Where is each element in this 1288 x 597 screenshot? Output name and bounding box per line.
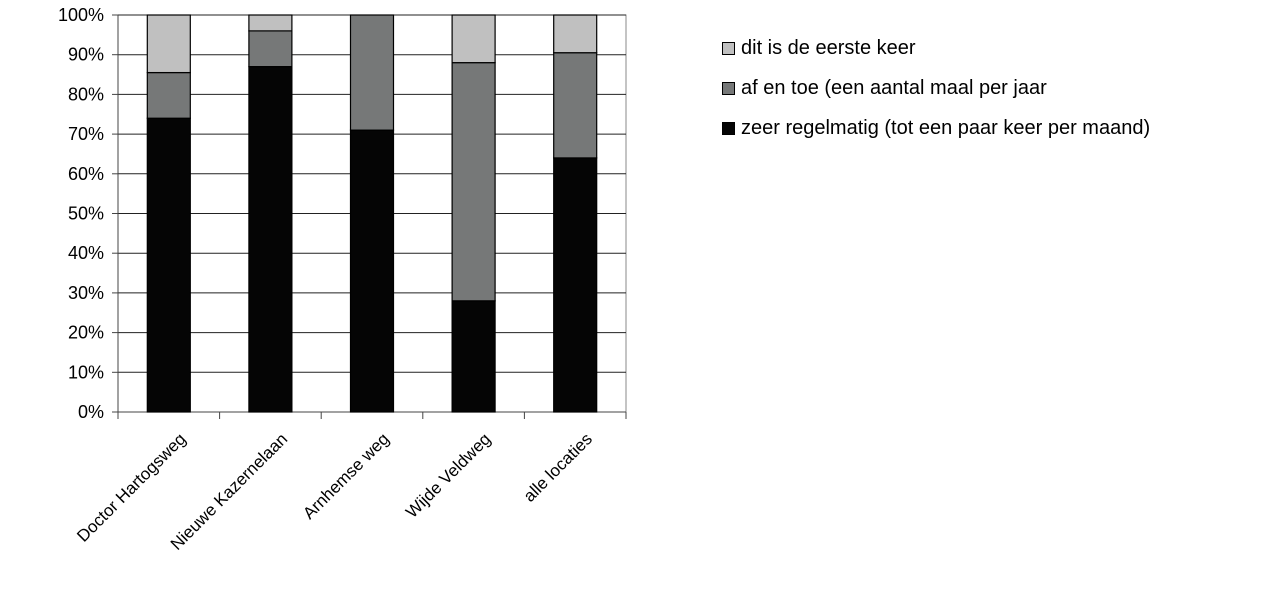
legend: dit is de eerste keer af en toe (een aan… <box>722 28 1150 148</box>
bar-segment <box>146 14 191 74</box>
bar-segment <box>553 14 598 54</box>
legend-label: zeer regelmatig (tot een paar keer per m… <box>741 116 1151 139</box>
y-tick-label: 90% <box>68 45 104 65</box>
bar-segment <box>146 71 191 119</box>
y-tick-label: 70% <box>68 124 104 144</box>
legend-label: dit is de eerste keer <box>741 36 916 59</box>
y-tick-label: 80% <box>68 84 104 104</box>
legend-swatch <box>722 121 735 135</box>
legend-swatch <box>722 41 735 55</box>
x-category-label: Nieuwe Kazernelaan <box>167 429 291 553</box>
y-tick-label: 60% <box>68 164 104 184</box>
y-tick-label: 0% <box>78 402 104 422</box>
bar-segment <box>248 66 293 413</box>
x-category-label: Doctor Hartogsweg <box>73 429 189 545</box>
y-tick-label: 50% <box>68 204 104 224</box>
bar-segment <box>146 117 191 413</box>
bar-segment <box>451 300 496 413</box>
x-category-label: alle locaties <box>520 429 596 505</box>
x-category-label: Arnhemse weg <box>299 429 393 523</box>
bar-segment <box>349 129 395 413</box>
bar-segment <box>451 14 496 64</box>
bar-segment <box>553 157 598 413</box>
bar-segment <box>451 62 496 302</box>
stacked-bar-chart: 0% 10% 20% 30% 40% 50% 60% 70% 80% 90% 100% Doctor … <box>58 5 627 554</box>
y-tick-label: 20% <box>68 323 104 343</box>
legend-item-regularly: zeer regelmatig (tot een paar keer per m… <box>722 108 1150 148</box>
legend-item-first-time: dit is de eerste keer <box>722 28 1150 68</box>
y-tick-label: 100% <box>58 5 104 25</box>
bar-segment <box>248 30 293 68</box>
legend-label: af en toe (een aantal maal per jaar <box>741 76 1047 99</box>
y-tick-label: 10% <box>68 362 104 382</box>
x-category-label: Wijde Veldweg <box>402 429 494 521</box>
bar-segment <box>349 14 395 131</box>
bar-segment <box>553 52 598 159</box>
legend-swatch <box>722 81 735 95</box>
legend-item-occasionally: af en toe (een aantal maal per jaar <box>722 68 1150 108</box>
y-tick-label: 30% <box>68 283 104 303</box>
y-tick-label: 40% <box>68 243 104 263</box>
bar-segment <box>248 14 293 32</box>
